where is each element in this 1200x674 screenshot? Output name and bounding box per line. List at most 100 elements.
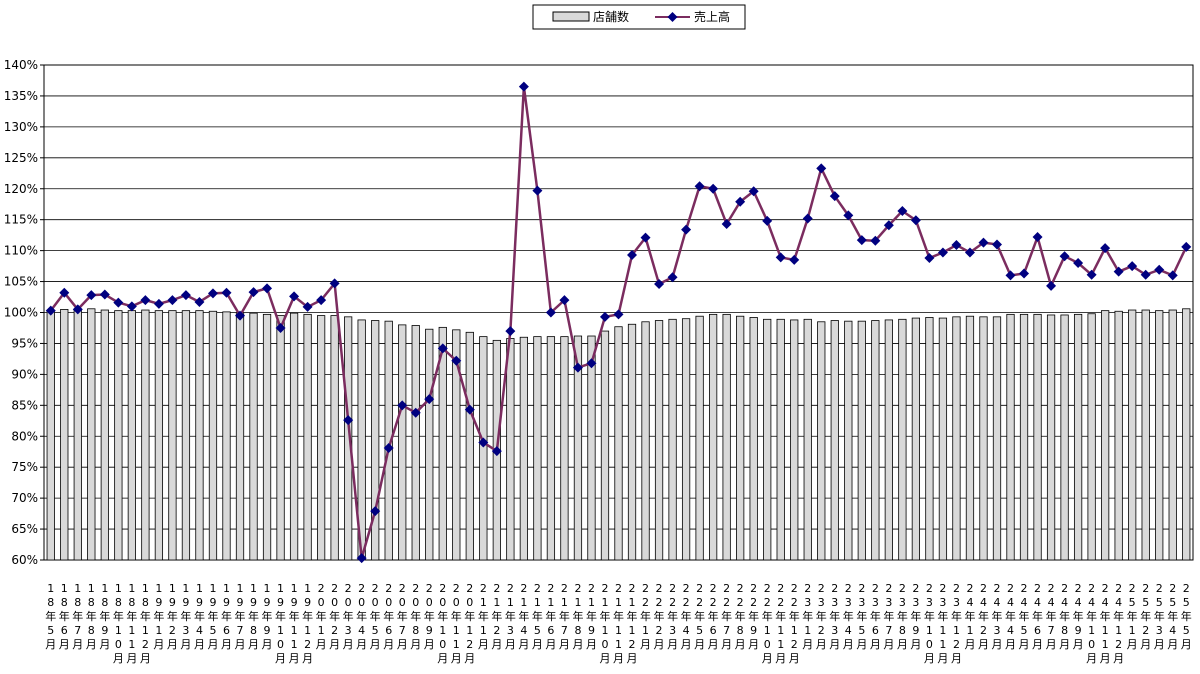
bar-stores [452, 329, 461, 561]
x-tick-char: 2 [804, 582, 811, 595]
x-tick-char: 2 [1034, 582, 1041, 595]
x-tick-char: 月 [1100, 652, 1111, 665]
sales-marker [640, 232, 651, 243]
bar-stores [276, 315, 285, 561]
x-tick-char: 0 [439, 638, 446, 651]
bar-stores [262, 313, 272, 561]
x-tick-char: 3 [939, 596, 946, 609]
bar-stores [222, 311, 231, 561]
x-tick-char: 月 [207, 638, 218, 651]
bar-stores [668, 318, 677, 561]
x-tick-char: 4 [358, 624, 365, 637]
x-tick-char: 月 [167, 638, 178, 651]
x-tick-char: 0 [318, 596, 325, 609]
x-tick-char: 年 [167, 609, 178, 623]
sales-marker [843, 210, 854, 221]
x-tick-char: 1 [939, 638, 946, 651]
sales-marker [410, 407, 421, 418]
x-tick-char: 9 [169, 596, 176, 609]
sales-marker [1019, 268, 1030, 279]
sales-marker [1154, 264, 1165, 275]
x-tick-char: 8 [412, 624, 419, 637]
x-tick-char: 2 [507, 582, 514, 595]
x-tick-char: 1 [588, 596, 595, 609]
x-tick-char: 4 [196, 624, 203, 637]
x-tick-char: 1 [277, 624, 284, 637]
x-tick-char: 0 [1088, 638, 1095, 651]
x-tick-char: 6 [872, 624, 879, 637]
sales-marker [870, 235, 881, 246]
bar-stores [1114, 310, 1123, 561]
x-tick-char: 0 [439, 596, 446, 609]
x-tick-char: 月 [478, 638, 489, 651]
x-tick-char: 年 [180, 609, 191, 623]
bar-stores [87, 308, 96, 561]
bar-stores [722, 313, 731, 561]
x-tick-char: 2 [723, 582, 730, 595]
x-tick-char: 年 [45, 609, 56, 623]
x-tick-char: 2 [642, 582, 649, 595]
x-tick-char: 1 [155, 624, 162, 637]
bar-stores [1019, 313, 1029, 561]
x-tick-char: 2 [926, 582, 933, 595]
sales-marker [59, 287, 70, 298]
sales-marker [437, 343, 448, 354]
bar-stores [614, 326, 623, 561]
x-tick-char: 5 [858, 624, 865, 637]
x-tick-char: 月 [910, 638, 921, 651]
x-tick-char: 2 [1142, 582, 1149, 595]
x-tick-char: 8 [128, 596, 135, 609]
x-tick-char: 年 [316, 609, 327, 623]
x-tick-char: 2 [791, 638, 798, 651]
x-tick-char: 0 [764, 638, 771, 651]
bar-stores [533, 336, 542, 561]
x-tick-char: 月 [72, 638, 83, 651]
x-tick-char: 年 [789, 609, 800, 623]
sales-marker [802, 213, 813, 224]
x-tick-char: 年 [1167, 609, 1178, 623]
x-tick-char: 年 [1073, 609, 1084, 623]
x-tick-char: 月 [856, 638, 867, 651]
x-tick-char: 8 [1061, 624, 1068, 637]
x-tick-char: 9 [223, 596, 230, 609]
x-tick-char: 年 [140, 609, 151, 623]
x-tick-char: 2 [656, 582, 663, 595]
x-tick-char: 年 [802, 609, 813, 623]
x-tick-char: 月 [545, 638, 556, 651]
x-tick-char: 2 [710, 596, 717, 609]
bar-stores [884, 319, 893, 561]
bar-stores [1141, 309, 1150, 561]
sales-marker [667, 272, 678, 283]
x-tick-char: 5 [1183, 624, 1190, 637]
x-tick-char: 1 [791, 624, 798, 637]
bar-stores [1033, 313, 1042, 561]
x-tick-char: 2 [1129, 582, 1136, 595]
sales-marker [1032, 232, 1043, 243]
x-tick-char: 年 [235, 609, 246, 623]
sales-marker [1167, 270, 1178, 281]
x-tick-char: 月 [1059, 638, 1070, 651]
x-tick-char: 5 [1021, 624, 1028, 637]
bar-stores [1046, 314, 1056, 561]
sales-marker [167, 295, 178, 306]
sales-marker [302, 301, 313, 312]
x-tick-char: 3 [1156, 624, 1163, 637]
x-tick-char: 2 [683, 582, 690, 595]
x-tick-char: 5 [696, 624, 703, 637]
x-tick-char: 1 [74, 582, 81, 595]
bar-stores [681, 318, 691, 561]
